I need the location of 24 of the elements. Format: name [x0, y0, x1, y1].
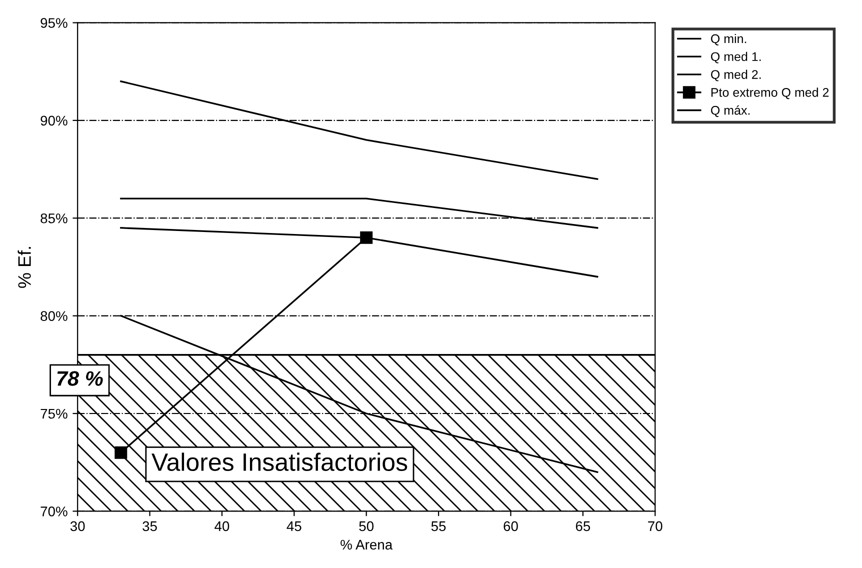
x-tick-label: 40 [214, 521, 230, 532]
legend-label: Q min. [711, 34, 746, 46]
x-tick-label: 35 [142, 521, 157, 532]
x-tick-label: 50 [359, 521, 374, 532]
legend-label: Q máx. [711, 105, 750, 117]
x-axis-title: % Arena [340, 540, 393, 550]
y-tick-label: 95% [40, 18, 68, 28]
x-tick-label: 45 [286, 521, 302, 532]
y-tick-label: 70% [40, 506, 68, 516]
y-axis-title: % Ef. [18, 247, 31, 288]
x-tick-label: 55 [431, 521, 446, 532]
y-tick-label: 90% [40, 116, 68, 126]
legend-label: Q med 1. [711, 52, 761, 64]
ref-line-label: 78 % [57, 371, 103, 386]
x-tick-label: 60 [504, 521, 518, 532]
legend-label: Q med 2. [711, 70, 761, 82]
y-tick-label: 80% [40, 311, 68, 321]
band-label: Valores Insatisfactorios [152, 452, 408, 472]
legend-label: Pto extremo Q med 2 [711, 88, 829, 100]
x-tick-label: 70 [648, 521, 662, 532]
x-tick-label: 30 [70, 521, 85, 532]
y-tick-label: 75% [40, 408, 68, 419]
x-tick-label: 65 [576, 521, 590, 532]
y-tick-label: 85% [40, 213, 68, 224]
